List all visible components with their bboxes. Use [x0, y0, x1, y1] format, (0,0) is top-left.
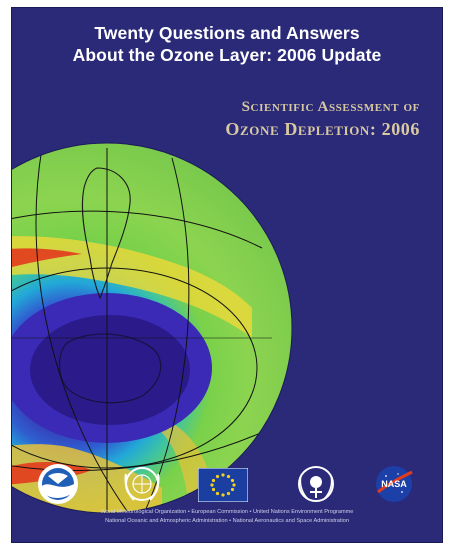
- sponsor-logos: NASA: [12, 462, 442, 506]
- report-cover: Twenty Questions and Answers About the O…: [12, 8, 442, 542]
- cover-subtitle: Scientific Assessment of Ozone Depletion…: [225, 96, 420, 140]
- nasa-logo-text: NASA: [381, 479, 407, 489]
- title-line-2: About the Ozone Layer: 2006 Update: [72, 45, 382, 65]
- wmo-logo-icon: [124, 467, 160, 501]
- footer-line-1: World Meteorological Organization • Euro…: [100, 509, 354, 515]
- sponsor-footer: World Meteorological Organization • Euro…: [12, 508, 442, 526]
- noaa-logo-icon: [38, 464, 78, 504]
- subtitle-line-1: Scientific Assessment of: [241, 99, 420, 115]
- ozone-globe-image: [12, 142, 293, 514]
- european-commission-flag-icon: [198, 468, 248, 502]
- footer-line-2: National Oceanic and Atmospheric Adminis…: [105, 518, 349, 524]
- unep-logo-icon: [298, 466, 334, 502]
- title-line-1: Twenty Questions and Answers: [94, 23, 360, 43]
- subtitle-line-2: Ozone Depletion: 2006: [225, 119, 420, 139]
- nasa-logo-icon: NASA: [376, 466, 413, 502]
- cover-title: Twenty Questions and Answers About the O…: [12, 22, 442, 66]
